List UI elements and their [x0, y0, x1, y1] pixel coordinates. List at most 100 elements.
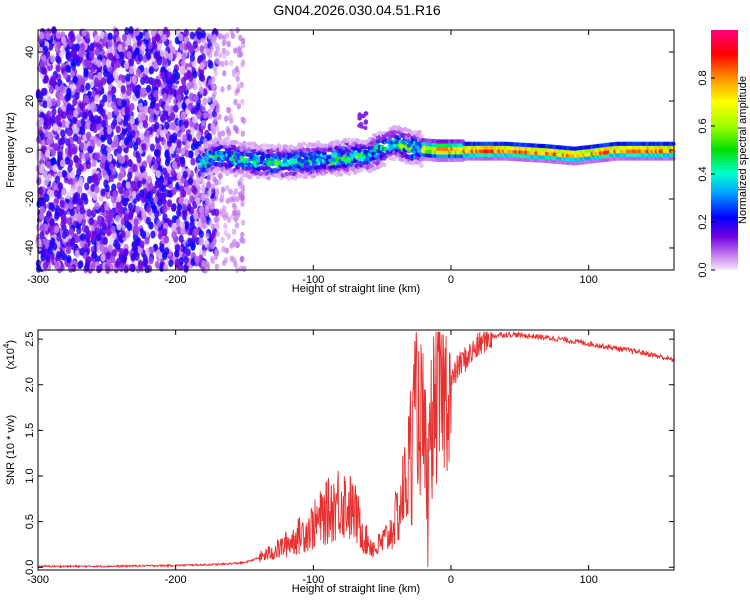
noise-cell — [89, 80, 95, 89]
noise-cell — [180, 124, 186, 133]
noise-cell — [169, 112, 175, 121]
signal-cell — [670, 145, 676, 150]
noise-cell — [120, 230, 126, 239]
noise-cell — [66, 64, 72, 73]
noise-cell — [61, 119, 67, 128]
noise-cell — [226, 233, 231, 240]
noise-cell — [240, 219, 246, 226]
noise-cell — [136, 180, 143, 189]
noise-cell — [141, 210, 147, 219]
noise-cell — [110, 225, 116, 234]
signal-cell — [266, 176, 271, 181]
noise-cell — [210, 122, 215, 129]
noise-cell — [142, 105, 149, 114]
noise-cell — [49, 227, 55, 236]
noise-cell — [50, 98, 57, 107]
noise-cell — [101, 119, 107, 128]
noise-cell — [70, 242, 76, 251]
noise-cell — [146, 175, 152, 184]
noise-cell — [218, 173, 223, 180]
noise-cell — [191, 234, 197, 243]
noise-cell — [232, 47, 238, 54]
noise-cell — [135, 205, 141, 214]
noise-cell — [39, 206, 45, 215]
noise-cell — [50, 54, 56, 63]
noise-cell — [202, 112, 207, 119]
noise-cell — [144, 265, 150, 274]
noise-cell — [115, 59, 122, 68]
noise-cell — [83, 95, 89, 104]
noise-cell — [190, 142, 197, 151]
spectrogram-y-tick-label: -40 — [24, 240, 36, 256]
noise-cell — [103, 126, 109, 135]
noise-cell — [201, 105, 206, 113]
noise-cell — [111, 101, 117, 110]
noise-cell — [71, 146, 78, 155]
snr-y-label: SNR (10 * v/v) — [5, 415, 17, 485]
snr-x-ticks: -300 -200 -100 0 100 — [27, 330, 598, 586]
noise-cell — [156, 42, 162, 51]
signal-cell — [233, 173, 238, 178]
noise-cell — [171, 223, 177, 232]
noise-cell — [179, 42, 185, 51]
noise-cell — [106, 111, 113, 120]
spectrogram-y-ticks: -40 -20 0 20 40 — [24, 46, 674, 256]
noise-cell — [179, 221, 186, 230]
noise-cell — [241, 265, 247, 273]
noise-cell — [42, 87, 48, 96]
noise-cell — [76, 119, 82, 128]
noise-cell — [137, 173, 144, 182]
noise-cell — [215, 102, 220, 110]
noise-cell — [199, 61, 205, 70]
noise-cell — [64, 228, 70, 237]
signal-cell — [233, 139, 238, 145]
noise-cell — [50, 157, 57, 166]
noise-cell — [168, 52, 174, 61]
noise-cell — [234, 65, 240, 73]
noise-cell — [139, 240, 145, 249]
noise-cell — [106, 126, 112, 135]
noise-cell — [69, 176, 75, 185]
noise-cell — [195, 102, 201, 111]
noise-cell — [38, 186, 44, 195]
noise-cell — [143, 67, 149, 76]
noise-cell — [134, 28, 140, 37]
noise-cell — [212, 237, 218, 245]
noise-cell — [51, 75, 57, 84]
noise-cell — [113, 29, 120, 38]
noise-cell — [226, 84, 232, 91]
noise-cell — [134, 252, 140, 261]
noise-cell — [153, 89, 159, 98]
noise-cell — [167, 199, 173, 208]
noise-cell — [109, 209, 115, 218]
noise-cell — [69, 208, 75, 217]
noise-cell — [183, 179, 190, 188]
noise-cell — [220, 236, 225, 244]
noise-cell — [59, 250, 65, 259]
noise-cell — [78, 163, 84, 172]
noise-cell — [148, 182, 154, 191]
snr-x-tick-label: -100 — [302, 574, 324, 586]
noise-cell — [45, 32, 51, 41]
noise-cell — [57, 182, 63, 191]
noise-cell — [200, 30, 206, 39]
noise-cell — [138, 121, 144, 130]
signal-cell — [321, 151, 327, 156]
spectrogram-x-tick-label: -200 — [165, 274, 187, 286]
noise-cell — [181, 101, 187, 110]
signal-cell — [295, 154, 300, 159]
noise-cell — [123, 265, 129, 274]
noise-cell — [214, 248, 220, 255]
noise-cell — [138, 262, 144, 271]
spectrogram-x-tick-label: 0 — [448, 274, 454, 286]
noise-cell — [86, 208, 92, 217]
noise-cell — [154, 210, 160, 219]
noise-cell — [159, 243, 165, 252]
noise-cell — [217, 113, 222, 121]
noise-cell — [199, 205, 205, 214]
noise-cell — [178, 33, 184, 42]
noise-cell — [118, 264, 125, 273]
noise-cell — [145, 216, 151, 225]
noise-cell — [99, 237, 105, 246]
